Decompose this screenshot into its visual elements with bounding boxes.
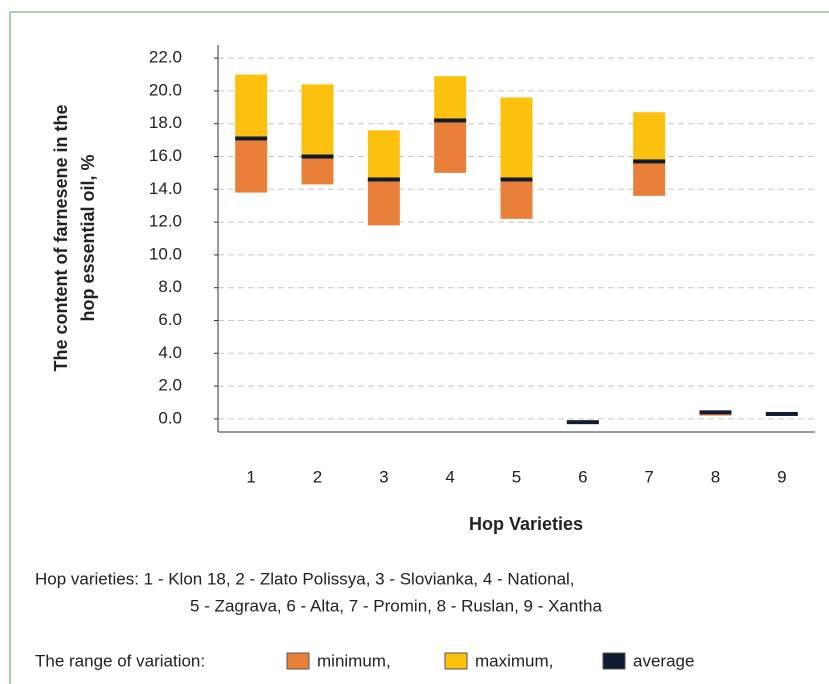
y-tick-label: 16.0 xyxy=(149,146,182,165)
x-tick-label: 5 xyxy=(512,467,521,486)
legend-swatch xyxy=(602,652,626,670)
x-tick-label: 1 xyxy=(246,467,255,486)
min-segment xyxy=(235,138,268,193)
average-mark xyxy=(434,118,467,123)
legend-title: The range of variation: xyxy=(35,651,205,670)
frame xyxy=(9,11,829,684)
max-segment xyxy=(633,112,666,162)
y-tick-label: 22.0 xyxy=(149,48,182,67)
max-segment xyxy=(367,130,400,180)
y-axis-label: The content of farnesene in the hop esse… xyxy=(51,104,98,371)
min-segment xyxy=(434,120,467,173)
y-tick-label: 10.0 xyxy=(149,244,182,263)
legend-label: maximum, xyxy=(475,651,553,670)
max-segment xyxy=(235,74,268,139)
note: Hop varieties: 1 - Klon 18, 2 - Zlato Po… xyxy=(35,569,575,588)
average-mark xyxy=(500,177,533,182)
y-tick-label: 4.0 xyxy=(158,343,182,362)
y-axis-label-line: The content of farnesene in the xyxy=(51,104,71,371)
x-tick-label: 9 xyxy=(777,467,786,486)
average-mark xyxy=(301,154,334,159)
min-segment xyxy=(367,179,400,226)
x-tick-label: 7 xyxy=(644,467,653,486)
y-tick-label: 14.0 xyxy=(149,179,182,198)
legend-swatch xyxy=(444,652,468,670)
x-axis-label: Hop Varieties xyxy=(469,514,583,534)
y-tick-label: 20.0 xyxy=(149,80,182,99)
x-tick-label: 3 xyxy=(379,467,388,486)
max-segment xyxy=(500,97,533,180)
y-tick-label: 0.0 xyxy=(158,408,182,427)
min-segment xyxy=(500,179,533,219)
min-segment xyxy=(301,156,334,185)
y-tick-label: 6.0 xyxy=(158,310,182,329)
x-tick-label: 4 xyxy=(445,467,454,486)
max-segment xyxy=(434,76,467,121)
average-mark xyxy=(765,411,798,416)
y-tick-label: 12.0 xyxy=(149,212,182,231)
average-mark xyxy=(633,159,666,164)
min-segment xyxy=(633,161,666,196)
x-tick-label: 8 xyxy=(711,467,720,486)
x-tick-label: 6 xyxy=(578,467,587,486)
average-mark xyxy=(367,177,400,182)
y-tick-label: 8.0 xyxy=(158,277,182,296)
y-tick-label: 18.0 xyxy=(149,113,182,132)
legend-label: minimum, xyxy=(317,651,391,670)
legend-swatch xyxy=(286,652,310,670)
max-segment xyxy=(301,84,334,157)
y-axis-label-line: hop essential oil, % xyxy=(78,154,98,321)
x-tick-label: 2 xyxy=(313,467,322,486)
average-mark xyxy=(235,136,268,141)
average-mark xyxy=(699,410,732,415)
y-tick-label: 2.0 xyxy=(158,376,182,395)
note: 5 - Zagrava, 6 - Alta, 7 - Promin, 8 - R… xyxy=(190,596,603,615)
average-mark xyxy=(566,420,599,425)
legend-label: average xyxy=(633,651,694,670)
